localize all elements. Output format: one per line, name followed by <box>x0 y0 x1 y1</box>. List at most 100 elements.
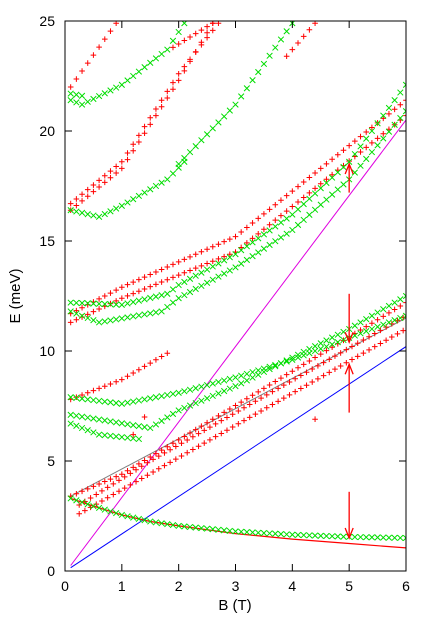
plus-point <box>101 478 108 485</box>
plus-point <box>300 179 307 185</box>
plus-point <box>173 443 179 450</box>
cross-point <box>317 345 324 352</box>
plus-point <box>354 353 361 360</box>
plus-point <box>136 288 142 295</box>
plus-point <box>261 226 267 233</box>
cross-point <box>112 433 120 440</box>
cross-point <box>152 182 160 190</box>
plus-point <box>252 398 259 405</box>
cross-point <box>289 356 296 363</box>
cross-point <box>152 293 160 300</box>
cross-point <box>272 223 279 230</box>
plus-point <box>215 413 222 419</box>
cross-point <box>277 530 285 538</box>
plus-point <box>73 490 80 497</box>
plus-point <box>249 235 256 242</box>
plus-point <box>218 417 225 424</box>
cross-point <box>84 427 91 434</box>
cross-point <box>238 247 245 254</box>
x-tick-label: 0 <box>61 578 69 594</box>
cross-point <box>266 227 273 234</box>
cross-point <box>198 269 205 276</box>
cross-point <box>306 345 313 353</box>
plus-point <box>295 183 301 190</box>
plus-point <box>209 258 216 265</box>
plus-point <box>241 404 247 411</box>
cross-point <box>351 322 359 329</box>
plus-point <box>312 354 318 361</box>
plus-point <box>127 482 134 488</box>
cross-point <box>95 319 103 326</box>
plus-point <box>107 174 114 181</box>
plus-point <box>388 334 395 340</box>
cross-point <box>112 419 120 426</box>
plus-point <box>184 449 190 456</box>
plus-point <box>283 192 290 199</box>
cross-point <box>192 143 199 150</box>
cross-point <box>328 334 336 341</box>
cross-point <box>283 531 290 538</box>
plus-point <box>79 198 85 204</box>
cross-point <box>67 207 74 214</box>
plus-point <box>121 485 128 491</box>
cross-point <box>95 397 103 405</box>
cross-point <box>135 312 143 319</box>
plus-point <box>204 419 210 426</box>
cross-point <box>112 399 120 407</box>
plus-point <box>107 290 114 296</box>
plus-point <box>158 353 165 360</box>
plus-point <box>289 46 296 53</box>
cross-point <box>164 520 171 528</box>
plus-point <box>170 261 176 268</box>
cross-point <box>112 84 120 91</box>
cross-point <box>118 511 125 519</box>
plus-point <box>84 486 91 492</box>
cross-point <box>220 387 228 395</box>
cross-point <box>323 179 330 187</box>
cross-point <box>306 195 313 202</box>
cross-point <box>351 150 359 158</box>
cross-point <box>175 28 182 36</box>
y-tick-label: 15 <box>39 233 55 249</box>
cross-point <box>283 230 290 237</box>
cross-point <box>175 389 182 396</box>
cross-point <box>124 421 131 428</box>
cross-point <box>135 397 143 404</box>
plus-point <box>207 424 213 430</box>
cross-point <box>101 417 108 424</box>
plus-point <box>229 411 236 418</box>
cross-point <box>135 422 143 430</box>
cross-point <box>175 295 182 302</box>
cross-point <box>243 370 251 378</box>
plus-point <box>141 130 148 136</box>
plus-point <box>227 236 233 242</box>
plus-point <box>170 44 176 51</box>
plus-point <box>227 406 233 412</box>
cross-point <box>391 299 398 306</box>
cross-point <box>397 296 404 303</box>
plus-point <box>360 337 367 343</box>
plus-point <box>329 156 335 163</box>
plus-point <box>198 248 205 255</box>
plus-point <box>130 148 136 154</box>
cross-point <box>391 534 398 541</box>
plus-point <box>286 392 293 398</box>
cross-point <box>147 310 154 317</box>
y-tick-label: 20 <box>39 123 55 139</box>
plus-point <box>141 414 148 420</box>
cross-point <box>220 377 228 384</box>
cross-point <box>238 372 245 379</box>
cross-point <box>147 518 154 525</box>
plus-point <box>252 411 259 417</box>
plus-point <box>238 399 244 405</box>
plus-point <box>73 316 80 323</box>
cross-point <box>328 533 336 540</box>
blue-line <box>70 346 406 569</box>
cross-point <box>289 226 296 234</box>
red-fit-curve <box>70 497 406 549</box>
cross-point <box>266 530 273 537</box>
plus-point <box>209 243 216 250</box>
plus-point <box>281 382 287 388</box>
plus-point <box>204 23 210 30</box>
